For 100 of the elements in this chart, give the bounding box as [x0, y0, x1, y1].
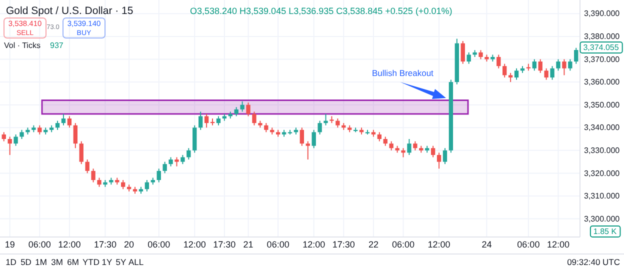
x-tick-label: 06:00 — [517, 239, 540, 250]
candlestick — [550, 66, 554, 80]
x-tick-label: 22 — [368, 239, 378, 250]
x-tick-label: 12:00 — [302, 239, 326, 250]
candlestick — [264, 122, 268, 133]
candlestick — [383, 136, 388, 146]
y-tick-label: 3,350.000 — [584, 100, 620, 110]
candlestick — [502, 63, 507, 78]
y-tick-label: 3,300.000 — [584, 214, 620, 224]
y-tick-label: 3,340.000 — [584, 123, 620, 132]
candlestick — [312, 129, 316, 149]
candlestick — [234, 106, 238, 117]
candlestick — [91, 168, 96, 183]
candlestick — [306, 140, 310, 160]
text: 5Y — [116, 257, 127, 267]
candlestick — [318, 120, 322, 135]
x-tick-label: 12:00 — [428, 239, 450, 250]
y-tick-label: 3,330.000 — [584, 146, 620, 155]
y-tick-label: 3,310.000 — [584, 192, 620, 201]
x-tick-label: 17:30 — [213, 239, 236, 250]
text: 1.85 K — [593, 227, 618, 236]
candlestick — [324, 113, 328, 126]
candlestick — [377, 132, 382, 142]
text: 3,374.055 — [583, 43, 620, 52]
candlestick — [2, 132, 6, 142]
y-tick-label: 3,390.000 — [584, 9, 620, 18]
x-tick-label: 12:00 — [183, 239, 206, 250]
x-tick-label: 12:00 — [546, 239, 570, 250]
candlestick — [556, 58, 560, 72]
x-tick-label: 21 — [243, 239, 254, 250]
candlestick — [336, 118, 340, 128]
candlestick — [61, 113, 66, 126]
text: YTD — [82, 257, 100, 267]
x-tick-label: 06:00 — [266, 239, 290, 250]
candlestick — [174, 156, 179, 167]
candlestick — [162, 161, 167, 174]
candlestick — [514, 68, 519, 80]
candlestick — [538, 58, 542, 74]
candlestick — [67, 116, 72, 128]
candlestick — [156, 168, 161, 183]
candlestick — [430, 145, 436, 158]
candlestick — [466, 52, 471, 64]
candlestick — [544, 68, 548, 80]
text: 3M — [51, 257, 63, 267]
x-tick-label: 19 — [4, 239, 15, 250]
candlestick — [192, 124, 197, 154]
x-tick-label: 20 — [124, 239, 134, 250]
candlestick — [38, 124, 42, 135]
candlestick — [532, 58, 536, 72]
candlestick — [186, 148, 191, 160]
candlestick — [300, 127, 304, 146]
x-tick-label: 17:30 — [332, 239, 355, 250]
text: 1D — [6, 257, 16, 267]
candlestick — [73, 122, 78, 149]
candlestick — [168, 156, 173, 167]
annotation: 937 — [50, 41, 64, 50]
text: 6M — [67, 257, 79, 267]
candlestick — [246, 102, 250, 117]
annotation: Bullish Breakout — [372, 68, 434, 78]
candlestick — [8, 136, 12, 156]
candlestick — [413, 140, 418, 151]
annotation: Vol · Ticks — [4, 41, 40, 50]
text: 1Y — [102, 257, 113, 267]
candlestick — [389, 140, 394, 151]
text: Gold Spot / U.S. Dollar · 15 — [6, 5, 134, 17]
candlestick — [407, 138, 412, 156]
x-tick-label: 12:00 — [58, 239, 81, 250]
annotation: O3,538.240 H3,539.045 L3,536.935 C3,538.845 +0.525 (+0.01%) — [190, 6, 452, 16]
text: ALL — [128, 257, 144, 267]
y-tick-label: 3,370.000 — [584, 54, 620, 64]
x-tick-label: 06:00 — [28, 239, 51, 250]
candlestick — [97, 177, 102, 188]
candlestick — [252, 111, 256, 126]
candlestick — [216, 116, 221, 126]
x-tick-label: 24 — [482, 239, 492, 250]
text: 09:32:40 UTC — [567, 257, 620, 267]
y-tick-label: 3,360.000 — [584, 78, 620, 87]
candlestick — [508, 72, 513, 83]
y-tick-label: 3,380.000 — [584, 32, 620, 42]
candlestick — [568, 58, 572, 72]
candlestick — [401, 148, 406, 158]
candlestick — [180, 154, 185, 165]
candlestick — [144, 180, 150, 192]
candlestick — [442, 148, 448, 165]
candlestick — [496, 54, 501, 69]
x-tick-label: 17:30 — [94, 239, 116, 250]
text: 1M — [35, 257, 47, 267]
candlestick — [574, 47, 578, 64]
candlestick — [436, 152, 442, 170]
candlestick — [198, 111, 203, 130]
candlestick — [562, 58, 566, 76]
candlestick — [240, 100, 244, 112]
x-tick-label: 06:00 — [148, 239, 170, 250]
candlestick — [20, 129, 24, 140]
text: 5D — [20, 257, 32, 267]
x-tick-label: 06:00 — [392, 239, 415, 250]
candlestick — [14, 134, 18, 146]
candlestick — [204, 113, 209, 128]
candlestick — [478, 50, 483, 60]
candlestick — [55, 120, 60, 130]
